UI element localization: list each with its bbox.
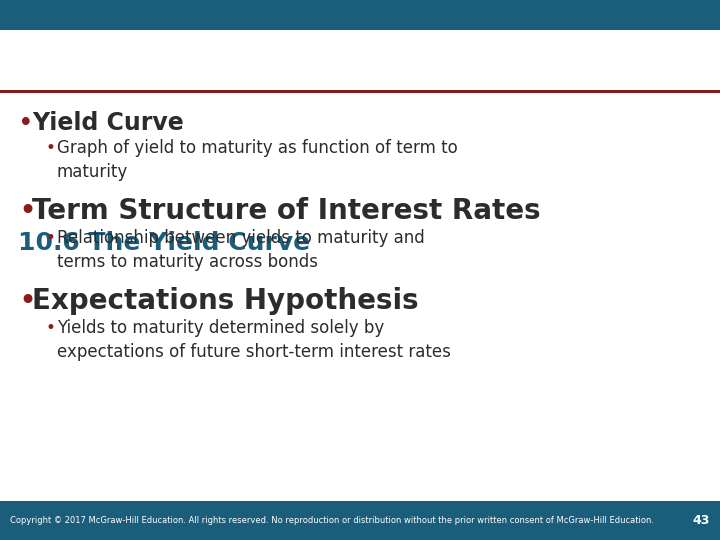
Bar bbox=[0, 0, 720, 30]
Text: •: • bbox=[18, 111, 34, 137]
Text: Yields to maturity determined solely by
expectations of future short-term intere: Yields to maturity determined solely by … bbox=[57, 319, 451, 361]
Text: •: • bbox=[45, 230, 55, 247]
Text: 43: 43 bbox=[693, 514, 710, 527]
Text: Expectations Hypothesis: Expectations Hypothesis bbox=[32, 287, 418, 315]
Text: •: • bbox=[45, 139, 55, 157]
Text: Relationship between yields to maturity and
terms to maturity across bonds: Relationship between yields to maturity … bbox=[57, 230, 425, 271]
Text: •: • bbox=[18, 197, 36, 226]
Text: Term Structure of Interest Rates: Term Structure of Interest Rates bbox=[32, 197, 541, 225]
Text: Graph of yield to maturity as function of term to
maturity: Graph of yield to maturity as function o… bbox=[57, 139, 458, 181]
Bar bbox=[0, 501, 720, 540]
Text: Yield Curve: Yield Curve bbox=[32, 111, 184, 135]
Bar bbox=[0, 90, 720, 93]
Text: •: • bbox=[18, 287, 36, 316]
Text: Copyright © 2017 McGraw-Hill Education. All rights reserved. No reproduction or : Copyright © 2017 McGraw-Hill Education. … bbox=[10, 516, 654, 525]
Text: 10.6 The Yield Curve: 10.6 The Yield Curve bbox=[18, 231, 310, 255]
Text: •: • bbox=[45, 319, 55, 338]
